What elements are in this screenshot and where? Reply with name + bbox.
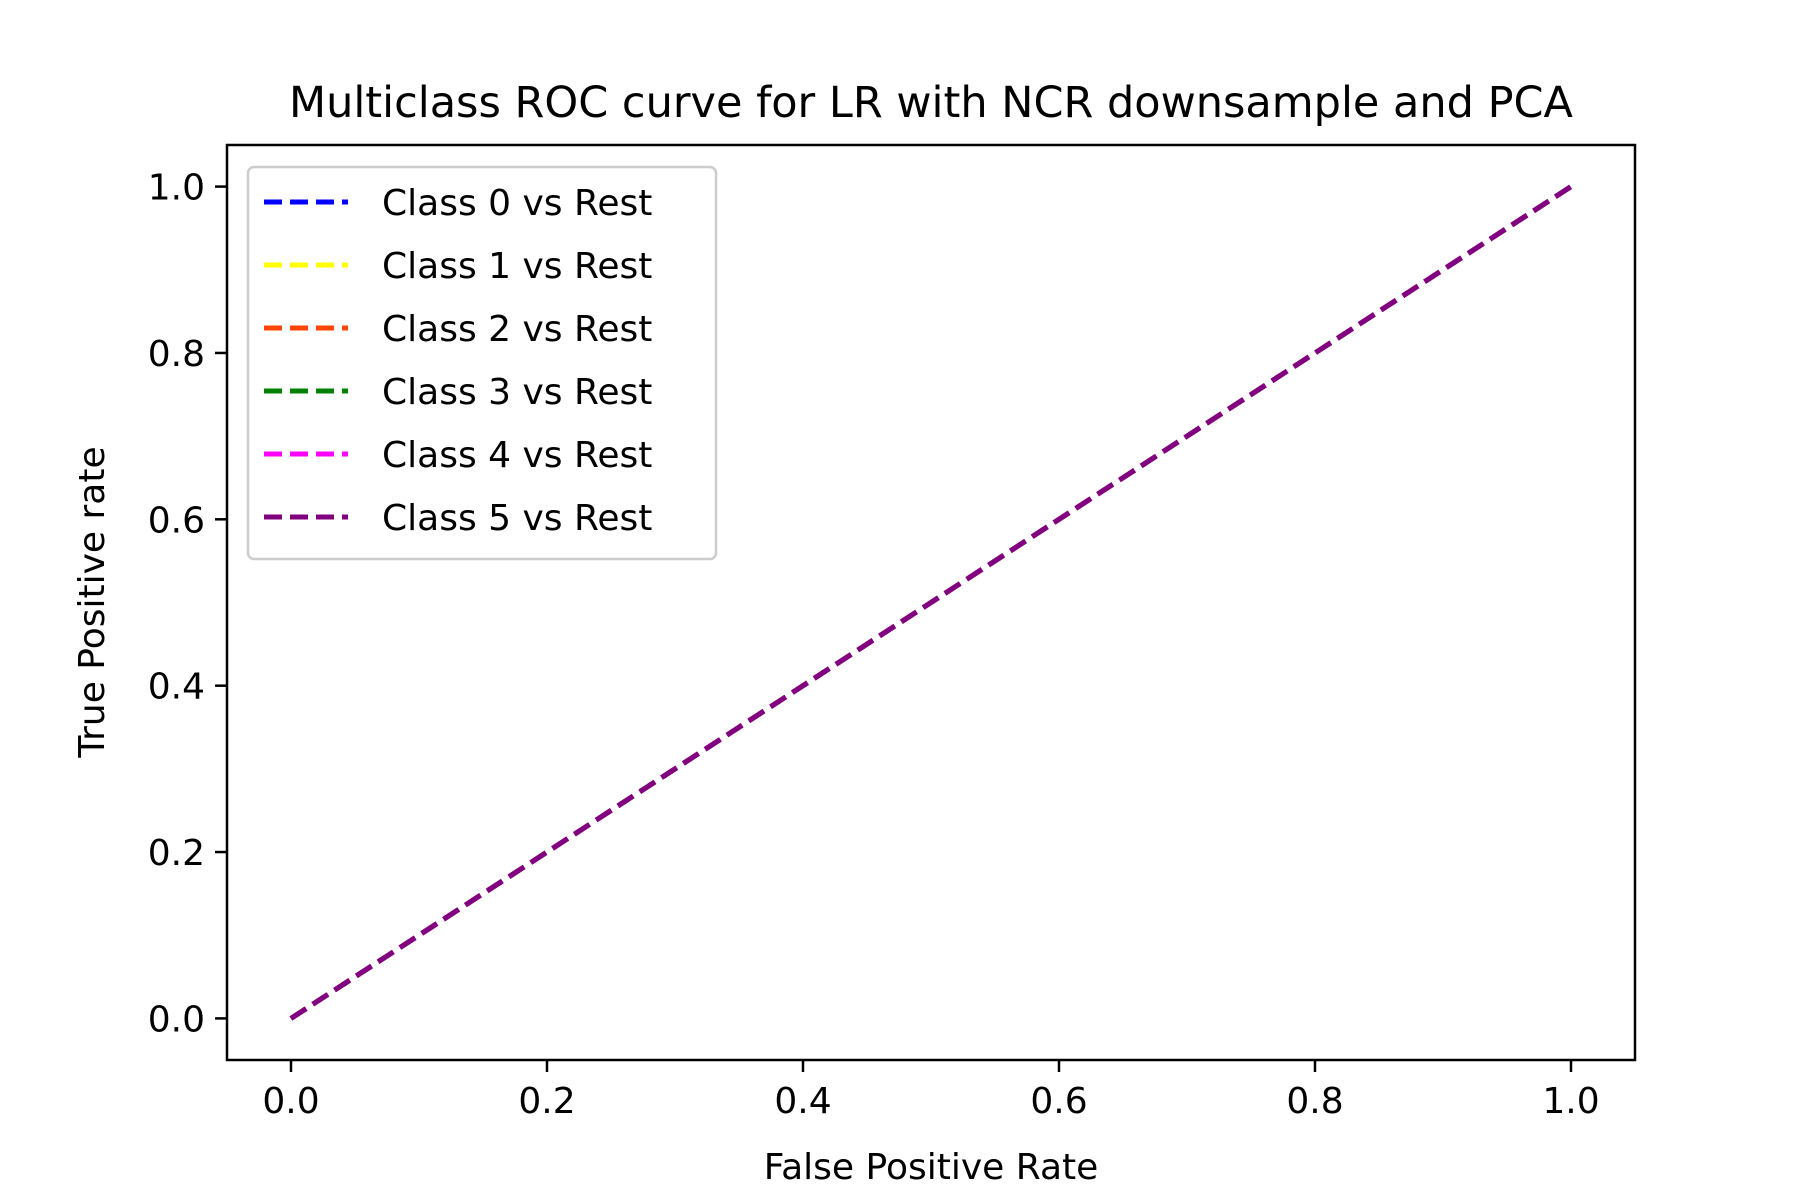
plot-area-frame	[225, 143, 1637, 1062]
series-line-class-5	[289, 184, 1573, 1021]
x-tick-label: 1.0	[1542, 1081, 1599, 1122]
y-tick-label: 1.0	[148, 168, 205, 209]
x-tick-label: 0.2	[518, 1081, 575, 1122]
legend: Class 0 vs Rest Class 1 vs Rest Class 2 vs…	[246, 165, 718, 561]
y-tick-label: 0.6	[148, 500, 205, 541]
chart-title: Multiclass ROC curve for LR with NCR dow…	[289, 78, 1574, 128]
series-layer	[289, 184, 1573, 1021]
x-axis-label: False Positive Rate	[764, 1147, 1099, 1188]
y-tick-label: 0.0	[148, 999, 205, 1040]
x-tick-label: 0.8	[1286, 1081, 1343, 1122]
y-tick-label: 0.2	[148, 833, 205, 874]
y-tick-label: 0.4	[148, 667, 205, 708]
y-tick-label: 0.8	[148, 334, 205, 375]
x-tick-label: 0.4	[774, 1081, 831, 1122]
legend-label: Class 3 vs Rest	[382, 372, 652, 413]
legend-items: Class 0 vs Rest Class 1 vs Rest Class 2 vs…	[264, 183, 652, 539]
legend-label: Class 4 vs Rest	[382, 435, 652, 476]
x-axis-ticks: 0.0 0.2 0.4 0.6 0.8 1.0	[262, 1060, 1600, 1122]
legend-label: Class 1 vs Rest	[382, 246, 652, 287]
x-tick-label: 0.0	[262, 1081, 319, 1122]
legend-label: Class 5 vs Rest	[382, 498, 652, 539]
legend-label: Class 2 vs Rest	[382, 309, 652, 350]
legend-label: Class 0 vs Rest	[382, 183, 652, 224]
y-axis-ticks: 0.0 0.2 0.4 0.6 0.8 1.0	[148, 168, 227, 1040]
x-tick-label: 0.6	[1030, 1081, 1087, 1122]
y-axis-label: True Positive rate	[72, 446, 113, 758]
legend-box	[246, 165, 718, 561]
